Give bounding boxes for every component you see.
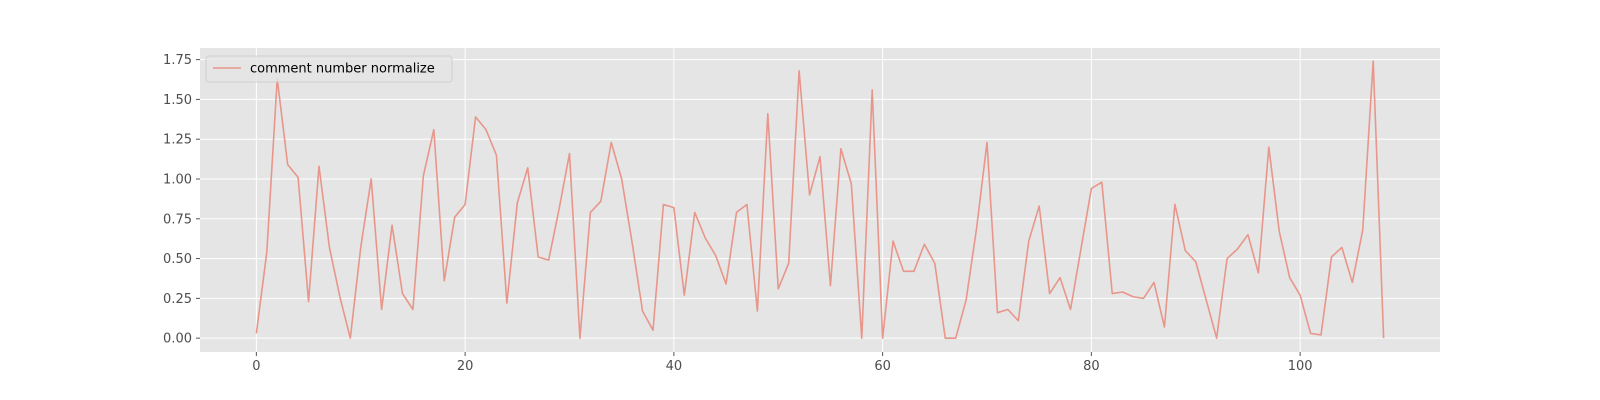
y-tick-label: 1.25 [163, 133, 192, 148]
y-tick-label: 0.75 [163, 212, 192, 227]
axis-ticks: 0 20 40 60 80 100 0.00 0.25 0.50 0.75 1.00 1.25 1.50… [163, 53, 1313, 374]
y-tick-label: 1.75 [163, 53, 192, 68]
x-tick-label: 40 [666, 359, 683, 374]
y-tick-label: 0.25 [163, 292, 192, 307]
series-layer [255, 60, 1385, 339]
legend: comment number normalize [205, 55, 453, 83]
y-tick-label: 1.50 [163, 93, 192, 108]
y-tick-label: 0.50 [163, 252, 192, 267]
legend-label: comment number normalize [250, 62, 435, 77]
series-line [255, 60, 1385, 339]
y-tick-label: 0.00 [163, 332, 192, 347]
x-tick-label: 100 [1288, 359, 1313, 374]
x-tick-label: 0 [252, 359, 260, 374]
y-tick-label: 1.00 [163, 172, 192, 187]
x-tick-label: 60 [874, 359, 891, 374]
x-tick-label: 20 [457, 359, 474, 374]
legend-box [205, 55, 453, 83]
x-tick-label: 80 [1083, 359, 1100, 374]
plot-background [200, 48, 1440, 352]
